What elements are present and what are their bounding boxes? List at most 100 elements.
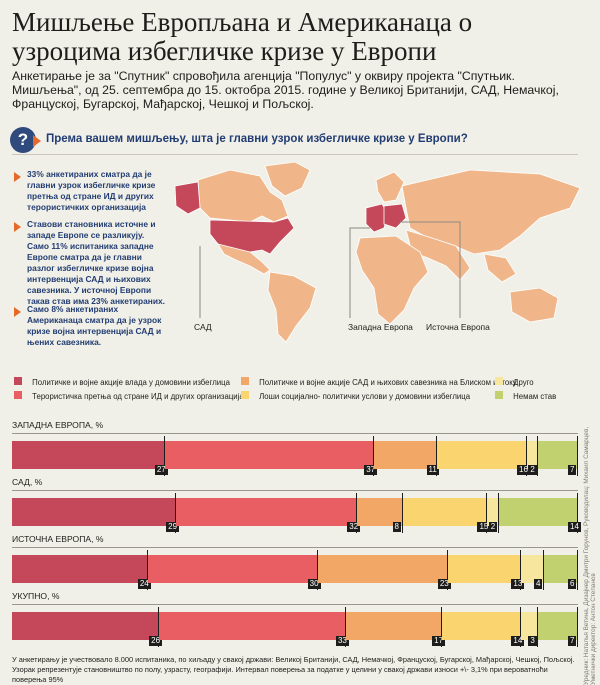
bar-tick [520,550,522,590]
world-map [174,161,581,343]
bar-group-title: ЗАПАДНА ЕВРОПА, % [12,420,104,430]
leader-east [400,221,461,318]
bar-tick [163,436,165,476]
legend-item-4: Лоши социјално- политички услови у домов… [241,391,470,401]
bar-tick [175,493,177,533]
note-1: 33% анкетираних сматра да је главни узро… [27,169,156,212]
bar-segment [374,441,437,469]
bar-segment [357,498,403,526]
bar-tick [158,607,160,647]
map-south-america [267,271,317,343]
map-usa [209,217,295,255]
credits: Уредник: Наталья Ветина, Дизајнер Дмитри… [583,426,597,685]
divider [12,154,578,155]
section-divider [12,604,578,605]
bar-value-label: 15 [477,522,491,532]
page-subtitle: Анкетирање је за "Спутник" спровођила аг… [12,69,559,111]
bar-tick [577,607,578,647]
legend-item-1: Политичке и војне акције влада у домовин… [14,377,230,387]
bar-value-label: 29 [166,522,180,532]
arrow-icon [33,135,41,147]
bar-group-title: САД, % [12,477,43,487]
bar-segment [147,555,318,583]
map-label-usa: САД [194,322,212,332]
legend-swatch [495,377,503,385]
map-scandinavia [375,171,405,203]
bar-tick [344,607,346,647]
legend-label: Друго [513,378,534,387]
bar-tick [577,436,578,476]
bar-value-label: 14 [568,522,581,532]
map-east-europe [383,203,407,229]
note-arrow-icon [14,222,21,232]
bar-tick [356,493,358,533]
leader-west [349,227,370,318]
bar-segment [544,555,578,583]
bar-value-label: 6 [568,579,577,589]
bar-value-label: 4 [534,579,543,589]
bar-tick [537,607,539,647]
bar-tick [497,493,499,533]
bar-segment [12,441,165,469]
bar-value-label: 3 [528,636,537,646]
map-africa [355,235,429,325]
bar-tick [435,436,437,476]
legend-label: Политичке и војне акције САД и њихових с… [259,378,519,387]
legend-swatch [14,377,22,385]
map-asia [401,169,581,255]
bar-value-label: 24 [137,579,151,589]
bar-tick [486,493,488,533]
bar-tick [316,550,318,590]
bar-value-label: 8 [392,522,401,532]
section-divider [12,433,578,434]
bar-segment [487,498,499,526]
bar-value-label: 2 [528,465,537,475]
legend-item-2: Терористичка претња од стране ИД и други… [14,391,244,401]
bar-value-label: 37 [364,465,378,475]
bar-tick [373,436,375,476]
bar-segment [538,441,578,469]
bar-value-label: 23 [437,579,451,589]
bar-segment [317,555,448,583]
section-divider [12,490,578,491]
bar-segment [345,612,443,640]
bar-value-label: 14 [511,636,525,646]
map-alaska [174,181,201,215]
bar-segment [521,555,545,583]
bar-segment [521,612,539,640]
page-title: Мишљење Европљана и Американаца о узроци… [12,7,473,66]
bar-value-label: 27 [154,465,168,475]
bar-segment [498,498,578,526]
bar-value-label: 26 [149,636,163,646]
bar-segment [447,555,522,583]
bar-value-label: 7 [568,636,577,646]
legend-swatch [241,391,249,399]
bar-tick [543,550,545,590]
bar-tick [401,493,403,533]
note-arrow-icon [14,307,21,317]
map-west-europe [365,203,389,233]
bar-group-title: УКУПНО, % [12,591,60,601]
bar-tick [520,607,522,647]
legend-item-5: Друго [495,377,534,387]
legend-label: Немам став [513,392,557,401]
bar-segment [12,498,177,526]
footnote: У анкетирању је учествовало 8.000 испита… [12,655,575,684]
bar-value-label: 17 [432,636,446,646]
map-greenland [264,161,311,197]
section-divider [12,547,578,548]
legend-label: Терористичка претња од стране ИД и други… [32,392,244,401]
bar-tick [577,550,578,590]
bar-value-label: 2 [488,522,498,532]
bar-value-label: 33 [335,636,349,646]
map-se-asia [483,253,517,283]
bar-segment [176,498,358,526]
map-label-east: Источна Европа [426,322,490,332]
legend-label: Лоши социјално- политички услови у домов… [259,392,471,401]
bar-group-title: ИСТОЧНА ЕВРОПА, % [12,534,104,544]
bar-tick [441,607,443,647]
bar-tick [577,493,578,533]
bar-segment [538,612,578,640]
bar-segment [164,441,375,469]
legend-label: Политичке и војне акције влада у домовин… [32,378,230,387]
